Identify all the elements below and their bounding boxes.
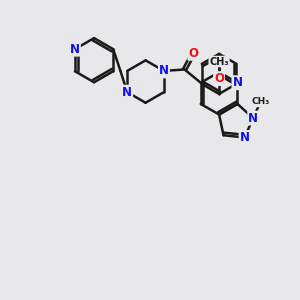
Text: O: O: [214, 72, 224, 85]
Text: N: N: [159, 64, 169, 77]
Text: CH₃: CH₃: [251, 98, 269, 106]
Text: N: N: [240, 131, 250, 144]
Text: CH₃: CH₃: [209, 56, 229, 67]
Text: N: N: [248, 112, 258, 124]
Text: N: N: [122, 85, 132, 99]
Text: O: O: [188, 47, 198, 60]
Text: N: N: [70, 43, 80, 56]
Text: N: N: [232, 76, 242, 89]
